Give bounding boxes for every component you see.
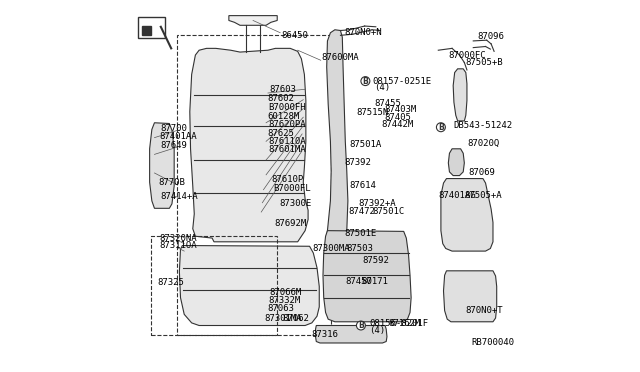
Text: 87332M: 87332M <box>269 296 301 305</box>
Polygon shape <box>150 123 174 208</box>
Text: 87600MA: 87600MA <box>322 53 360 62</box>
Bar <box>138 17 164 38</box>
Bar <box>151 236 277 335</box>
Text: 87503: 87503 <box>347 244 374 253</box>
Text: 87301MA: 87301MA <box>264 314 302 323</box>
Text: 87020Q: 87020Q <box>467 139 499 148</box>
Text: 87505+B: 87505+B <box>466 58 504 67</box>
Text: 87414+A: 87414+A <box>161 192 198 201</box>
Text: 870N0+N: 870N0+N <box>344 28 382 37</box>
Text: 87320NA: 87320NA <box>159 234 197 243</box>
Circle shape <box>356 321 365 330</box>
Text: 60128M: 60128M <box>267 112 300 121</box>
Circle shape <box>361 77 370 86</box>
Text: 87069: 87069 <box>468 169 495 177</box>
Text: B: B <box>358 321 364 330</box>
Text: 87171: 87171 <box>362 278 388 286</box>
Polygon shape <box>441 179 493 251</box>
Text: 87403M: 87403M <box>384 105 416 114</box>
Bar <box>177 35 331 335</box>
Polygon shape <box>449 149 465 176</box>
Text: B7000FH: B7000FH <box>269 103 307 112</box>
Text: 87162M: 87162M <box>389 319 421 328</box>
Text: 87450: 87450 <box>346 278 372 286</box>
Text: DB543-51242: DB543-51242 <box>453 121 512 130</box>
Polygon shape <box>316 326 387 343</box>
Text: 87325: 87325 <box>157 278 184 287</box>
Text: 87602: 87602 <box>267 94 294 103</box>
Text: 87592: 87592 <box>363 256 390 265</box>
Text: 876110A: 876110A <box>269 137 307 146</box>
Text: 87311OA: 87311OA <box>159 241 197 250</box>
Text: 87000FC: 87000FC <box>449 51 486 60</box>
Text: 87505+A: 87505+A <box>465 191 502 200</box>
Text: 87300MA: 87300MA <box>312 244 350 253</box>
Text: 870N0+T: 870N0+T <box>466 306 504 315</box>
Text: 87455: 87455 <box>374 99 401 108</box>
Bar <box>142 26 152 35</box>
Text: 87472: 87472 <box>348 207 375 216</box>
Text: 87442M: 87442M <box>381 120 413 129</box>
Text: 877OB: 877OB <box>158 178 185 187</box>
Text: 86450: 86450 <box>281 31 308 40</box>
Text: 87700: 87700 <box>160 124 187 133</box>
Text: 87515N: 87515N <box>356 108 388 117</box>
Text: 08157-0251E: 08157-0251E <box>372 77 431 86</box>
Polygon shape <box>326 30 348 260</box>
Text: 87501C: 87501C <box>372 207 404 216</box>
Text: 87610P: 87610P <box>271 175 303 184</box>
Text: 87392: 87392 <box>344 158 371 167</box>
Text: 87614: 87614 <box>349 181 376 190</box>
Text: (4): (4) <box>369 326 385 335</box>
Text: 87501E: 87501E <box>344 229 376 238</box>
Text: 87316: 87316 <box>312 330 339 339</box>
Text: 87603: 87603 <box>270 85 297 94</box>
Text: 87300E: 87300E <box>279 199 311 208</box>
Text: 87601MA: 87601MA <box>269 145 307 154</box>
Text: B: B <box>438 123 444 132</box>
Text: 87096: 87096 <box>477 32 504 41</box>
Text: 87620PA: 87620PA <box>269 121 307 129</box>
Text: 87063: 87063 <box>267 304 294 312</box>
Text: 87649: 87649 <box>161 141 188 150</box>
Polygon shape <box>229 16 277 25</box>
Text: 87405: 87405 <box>384 113 411 122</box>
Text: 87066M: 87066M <box>270 288 302 296</box>
Text: (4): (4) <box>374 83 390 92</box>
Text: 87401AA: 87401AA <box>159 132 197 141</box>
Text: B7000FL: B7000FL <box>273 185 311 193</box>
Text: 87392+A: 87392+A <box>358 199 396 208</box>
Text: 87401AG: 87401AG <box>438 191 476 200</box>
Polygon shape <box>323 231 411 322</box>
Text: B: B <box>362 77 368 86</box>
Text: 08156-8201F: 08156-8201F <box>369 319 428 328</box>
Text: 87625: 87625 <box>267 129 294 138</box>
Polygon shape <box>453 69 467 121</box>
Text: 87692M: 87692M <box>275 219 307 228</box>
Polygon shape <box>190 48 308 242</box>
Text: RB700040: RB700040 <box>472 338 515 347</box>
Text: 87501A: 87501A <box>349 140 381 149</box>
Polygon shape <box>444 271 497 322</box>
Circle shape <box>436 123 445 132</box>
Polygon shape <box>179 246 319 326</box>
Text: 87062: 87062 <box>282 314 309 323</box>
